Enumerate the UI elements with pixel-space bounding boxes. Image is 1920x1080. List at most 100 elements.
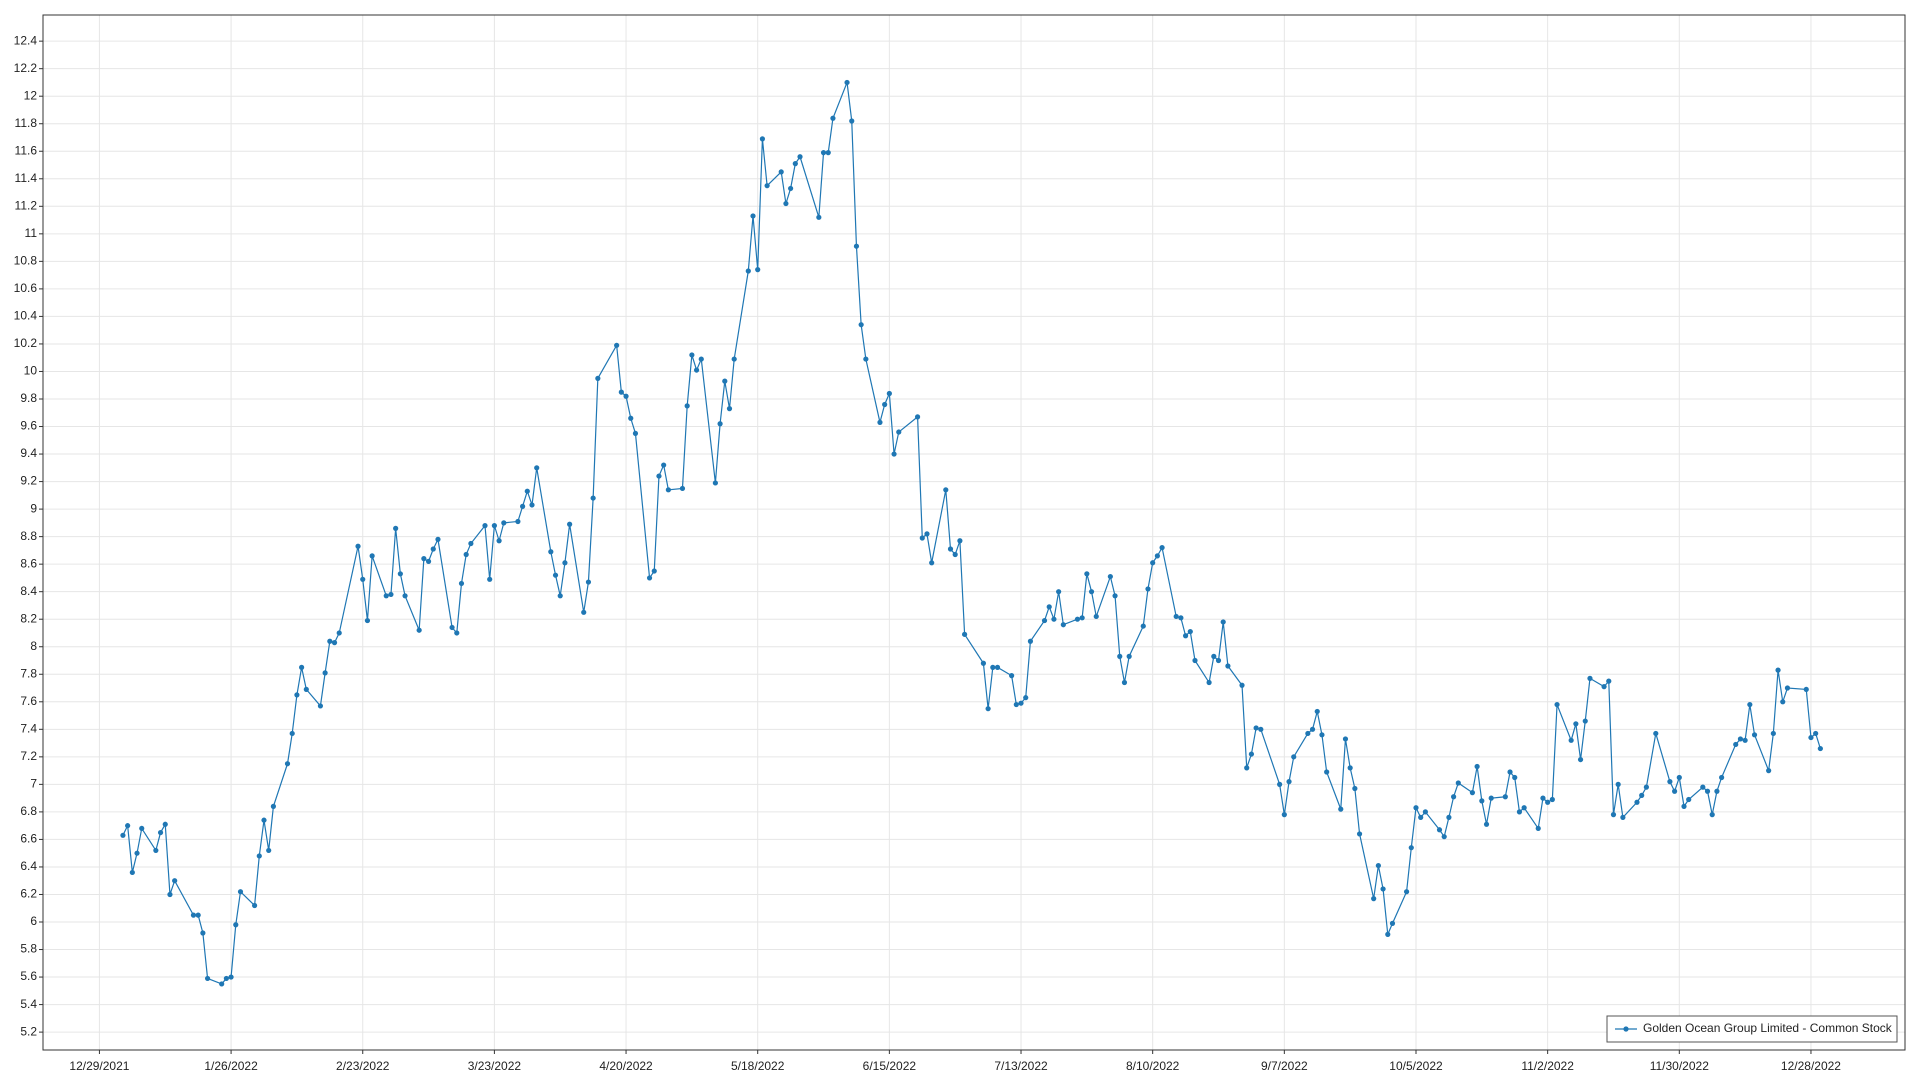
- data-point: [1220, 619, 1226, 625]
- data-point: [134, 850, 140, 856]
- x-tick-label: 1/26/2022: [204, 1059, 258, 1073]
- data-point: [223, 975, 229, 982]
- y-tick-label: 12.2: [14, 61, 38, 75]
- x-tick-label: 10/5/2022: [1389, 1059, 1443, 1073]
- data-point: [393, 525, 399, 531]
- data-point: [562, 560, 568, 566]
- data-point: [994, 664, 1001, 670]
- data-point: [129, 869, 135, 876]
- data-point: [1620, 814, 1626, 821]
- data-point: [1182, 633, 1189, 639]
- data-point: [299, 664, 305, 670]
- data-point: [355, 543, 361, 549]
- data-point: [1178, 615, 1184, 621]
- data-point: [1041, 617, 1048, 624]
- data-point: [759, 136, 766, 142]
- data-point: [1371, 896, 1377, 902]
- data-point: [524, 488, 530, 494]
- data-point: [1766, 768, 1772, 774]
- data-point: [595, 375, 601, 381]
- y-tick-label: 10.2: [14, 336, 38, 350]
- data-point: [1568, 737, 1574, 743]
- data-point: [266, 847, 272, 854]
- data-point: [717, 421, 723, 427]
- data-point: [1512, 774, 1518, 781]
- data-point: [1784, 685, 1791, 691]
- data-point: [1676, 774, 1682, 781]
- x-tick-label: 11/2/2022: [1521, 1059, 1574, 1073]
- data-point: [303, 686, 309, 693]
- data-point: [1737, 736, 1744, 742]
- data-point: [172, 878, 178, 884]
- data-point: [731, 356, 737, 362]
- data-point: [139, 825, 145, 832]
- data-point: [1408, 845, 1414, 851]
- y-tick-label: 6.4: [20, 859, 37, 873]
- data-point: [858, 322, 864, 328]
- data-point: [157, 829, 164, 836]
- data-point: [863, 356, 869, 362]
- data-point: [1639, 792, 1645, 798]
- data-point: [1719, 774, 1725, 781]
- data-point: [1389, 920, 1396, 926]
- data-point: [491, 523, 497, 529]
- data-point: [360, 576, 366, 582]
- y-tick-label: 12: [24, 88, 38, 102]
- data-point: [1046, 604, 1052, 610]
- data-point: [1770, 730, 1776, 737]
- data-point: [468, 540, 474, 547]
- data-point: [1653, 730, 1659, 737]
- data-point: [1634, 799, 1640, 805]
- data-point: [693, 367, 700, 373]
- data-point: [755, 267, 761, 273]
- y-tick-label: 9.2: [20, 474, 37, 488]
- data-point: [1587, 675, 1593, 681]
- data-point: [1709, 812, 1715, 818]
- data-point: [1446, 814, 1452, 821]
- data-point: [1253, 725, 1259, 731]
- data-point: [1248, 751, 1255, 757]
- x-tick-label: 12/29/2021: [69, 1059, 129, 1073]
- y-tick-label: 11: [25, 226, 38, 240]
- data-point: [449, 624, 455, 631]
- data-point: [1281, 812, 1287, 818]
- data-point: [1154, 553, 1160, 559]
- data-point: [1117, 653, 1123, 659]
- data-point: [120, 832, 126, 838]
- data-point: [1803, 686, 1809, 693]
- data-point: [952, 551, 958, 558]
- legend-box: [1606, 1015, 1898, 1043]
- data-point: [1681, 803, 1687, 809]
- data-point: [1159, 545, 1165, 551]
- y-tick-label: 10: [24, 364, 38, 378]
- data-point: [1342, 736, 1349, 742]
- x-tick-label: 11/30/2022: [1650, 1059, 1709, 1073]
- data-point: [496, 538, 502, 544]
- data-point: [882, 401, 888, 408]
- y-tick-label: 7.8: [20, 666, 37, 680]
- data-point: [628, 415, 634, 421]
- data-point: [1507, 769, 1513, 775]
- data-point: [261, 817, 267, 823]
- data-point: [1319, 732, 1325, 738]
- data-point: [289, 730, 295, 737]
- data-point: [1324, 769, 1330, 775]
- data-point: [1775, 667, 1781, 673]
- data-point: [877, 419, 883, 425]
- x-tick-label: 5/18/2022: [731, 1059, 785, 1073]
- y-tick-label: 9.4: [20, 446, 37, 460]
- data-point: [1606, 678, 1612, 684]
- data-point: [458, 580, 465, 587]
- data-point: [425, 558, 432, 565]
- legend-label: Golden Ocean Group Limited - Common Stoc…: [1643, 1021, 1893, 1035]
- data-point: [1027, 638, 1034, 644]
- data-point: [590, 495, 596, 501]
- data-point: [651, 568, 657, 574]
- y-tick-label: 6.6: [20, 832, 37, 846]
- data-point: [849, 118, 855, 124]
- data-point: [1610, 812, 1617, 818]
- data-point: [153, 847, 159, 854]
- data-point: [204, 975, 211, 982]
- data-point: [482, 523, 488, 529]
